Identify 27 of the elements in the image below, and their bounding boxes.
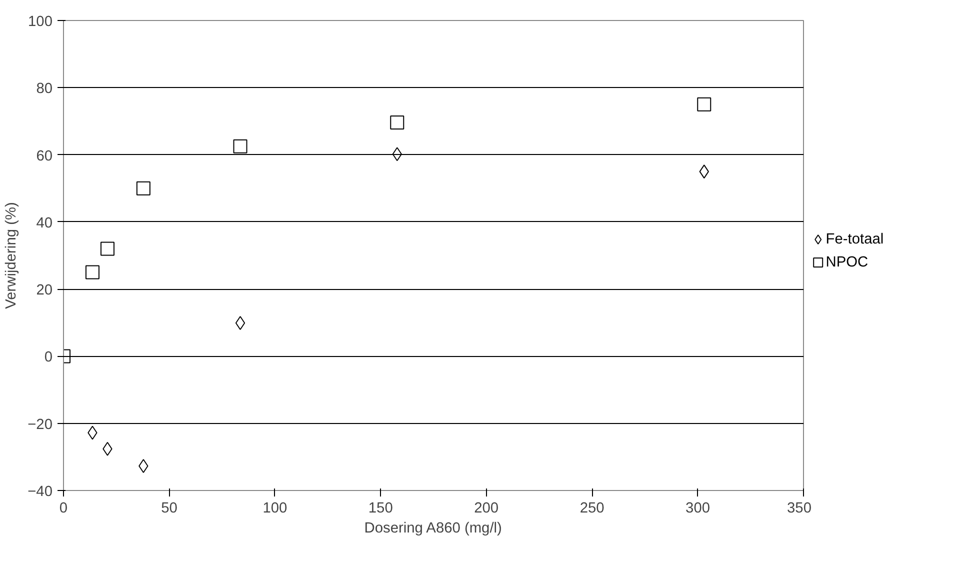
legend-label: NPOC xyxy=(826,254,869,271)
x-tick-label: 300 xyxy=(686,500,710,516)
point xyxy=(136,181,150,196)
point xyxy=(235,316,246,330)
x-tick-label: 0 xyxy=(59,500,68,516)
y-axis-title: Verwijdering (%) xyxy=(4,202,20,309)
y-tick-label: 20 xyxy=(36,282,53,299)
y-tick-label: 80 xyxy=(36,81,53,98)
point xyxy=(233,139,248,154)
y-tick-label: 60 xyxy=(36,148,53,164)
y-tick-label: 100 xyxy=(28,14,53,30)
x-axis-title: Dosering A860 (mg/l) xyxy=(364,520,502,536)
x-tick-label: 200 xyxy=(474,500,499,516)
x-tick-label: 350 xyxy=(787,500,812,516)
x-tick-label: 50 xyxy=(161,500,178,516)
y-tick-label: 40 xyxy=(36,215,53,232)
x-tick-label: 150 xyxy=(368,500,393,516)
point xyxy=(85,265,100,280)
point xyxy=(697,97,712,112)
x-tick-label: 250 xyxy=(580,500,604,516)
point xyxy=(100,242,114,256)
point xyxy=(390,116,404,130)
y-tick-label: −40 xyxy=(28,484,53,500)
y-tick-label: 0 xyxy=(44,350,53,366)
x-tick-label: 100 xyxy=(262,500,288,516)
legend-label: Fe-totaal xyxy=(826,231,884,248)
y-tick-label: −20 xyxy=(28,416,53,433)
